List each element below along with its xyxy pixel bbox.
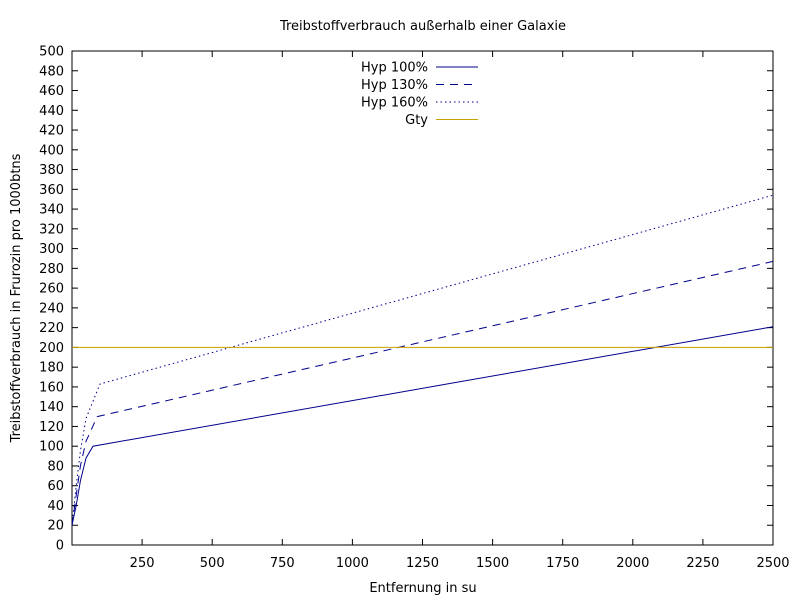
y-tick-label: 120 <box>39 420 64 435</box>
y-tick-label: 40 <box>47 499 64 514</box>
legend-label: Hyp 160% <box>361 96 428 111</box>
y-tick-label: 360 <box>39 183 64 198</box>
series-lines <box>71 194 774 526</box>
y-tick-label: 340 <box>39 203 64 218</box>
legend-label: Hyp 100% <box>361 61 428 76</box>
x-tick-label: 250 <box>130 556 155 571</box>
y-tick-label: 320 <box>39 222 64 237</box>
y-axis-ticks: 0 20 40 60 80 100 120 140 160 180 200 220 240 260 280 3… <box>39 45 773 554</box>
x-tick-label: 2250 <box>686 556 719 571</box>
chart-title: Treibstoffverbrauch außerhalb einer Gala… <box>279 19 566 34</box>
series-line <box>71 326 774 526</box>
y-tick-label: 380 <box>39 163 64 178</box>
y-tick-label: 260 <box>39 282 64 297</box>
y-tick-label: 80 <box>47 459 64 474</box>
legend-label: Hyp 130% <box>361 78 428 93</box>
y-tick-label: 160 <box>39 380 64 395</box>
y-tick-label: 240 <box>39 301 64 316</box>
y-axis-label: Treibstoffverbrauch in Frurozin pro 1000… <box>9 153 24 443</box>
x-tick-label: 1750 <box>546 556 579 571</box>
y-tick-label: 220 <box>39 321 64 336</box>
y-tick-label: 180 <box>39 361 64 376</box>
y-tick-label: 300 <box>39 242 64 257</box>
x-tick-label: 1000 <box>336 556 369 571</box>
x-tick-label: 2000 <box>616 556 649 571</box>
x-tick-label: 1500 <box>476 556 509 571</box>
x-tick-label: 500 <box>200 556 225 571</box>
y-tick-label: 100 <box>39 440 64 455</box>
y-tick-label: 400 <box>39 143 64 158</box>
x-tick-label: 2500 <box>756 556 789 571</box>
series-line <box>71 194 774 526</box>
x-tick-label: 1250 <box>406 556 439 571</box>
x-axis-ticks: 250 500 750 1000 1250 1500 1750 2000 2250 2500 <box>130 51 790 571</box>
x-tick-label: 750 <box>270 556 295 571</box>
series-line <box>71 260 774 526</box>
y-tick-label: 60 <box>47 479 64 494</box>
y-tick-label: 0 <box>56 539 64 554</box>
y-tick-label: 500 <box>39 45 64 60</box>
y-tick-label: 140 <box>39 400 64 415</box>
y-tick-label: 200 <box>39 341 64 356</box>
y-tick-label: 460 <box>39 84 64 99</box>
y-tick-label: 420 <box>39 124 64 139</box>
y-tick-label: 20 <box>47 519 64 534</box>
legend-label: Gty <box>405 113 428 128</box>
y-tick-label: 280 <box>39 262 64 277</box>
y-tick-label: 480 <box>39 64 64 79</box>
legend: Hyp 100% Hyp 130% Hyp 160% Gty <box>361 61 478 128</box>
x-axis-label: Entfernung in su <box>369 581 476 596</box>
y-tick-label: 440 <box>39 104 64 119</box>
